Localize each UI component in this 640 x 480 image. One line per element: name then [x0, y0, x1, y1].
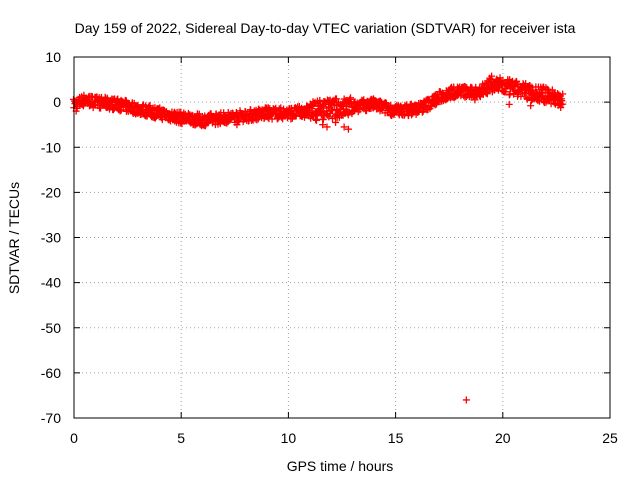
band-point — [559, 90, 567, 98]
band-point — [557, 95, 565, 103]
outlier-point — [495, 76, 503, 84]
outlier-point — [332, 118, 340, 126]
band-point — [308, 104, 316, 112]
x-tick-label: 15 — [388, 430, 404, 446]
outlier-point — [340, 123, 348, 131]
outlier-point — [323, 123, 331, 131]
band-point — [316, 96, 324, 104]
outlier-point — [471, 96, 479, 104]
y-tick-label: 0 — [53, 94, 61, 110]
y-axis-title: SDTVAR / TECUs — [6, 182, 22, 294]
y-tick-label: 10 — [45, 49, 61, 65]
band-point — [346, 95, 354, 103]
x-tick-label: 25 — [602, 430, 618, 446]
y-tick-label: -50 — [41, 320, 61, 336]
band-point — [332, 95, 340, 103]
band-point — [548, 86, 556, 94]
x-tick-label: 20 — [495, 430, 511, 446]
outlier-point — [557, 104, 565, 112]
x-tick-label: 10 — [281, 430, 297, 446]
outlier-point — [344, 125, 352, 133]
outlier-point — [319, 121, 327, 129]
y-tick-label: -60 — [41, 365, 61, 381]
band-point — [505, 91, 513, 99]
chart-title: Day 159 of 2022, Sidereal Day-to-day VTE… — [75, 20, 576, 36]
band-point — [418, 108, 426, 116]
y-tick-label: -10 — [41, 139, 61, 155]
band-point — [113, 96, 121, 104]
y-tick-label: -70 — [41, 410, 61, 426]
outlier-point — [505, 100, 513, 108]
band-point — [325, 113, 333, 121]
outlier-point — [312, 116, 320, 124]
x-tick-label: 5 — [177, 430, 185, 446]
x-axis-title: GPS time / hours — [287, 458, 394, 474]
outlier-point — [233, 121, 241, 129]
outlier-point — [199, 121, 207, 129]
data-points — [70, 72, 567, 404]
y-tick-label: -40 — [41, 275, 61, 291]
y-tick-label: -20 — [41, 184, 61, 200]
band-point — [116, 107, 124, 115]
band-point — [177, 108, 185, 116]
outlier-point — [462, 396, 470, 404]
y-tick-label: -30 — [41, 230, 61, 246]
band-point — [517, 92, 525, 100]
band-point — [513, 77, 521, 85]
outlier-point — [527, 102, 535, 110]
plot-frame — [73, 56, 611, 419]
band-point — [488, 72, 496, 80]
x-tick-label: 0 — [70, 430, 78, 446]
